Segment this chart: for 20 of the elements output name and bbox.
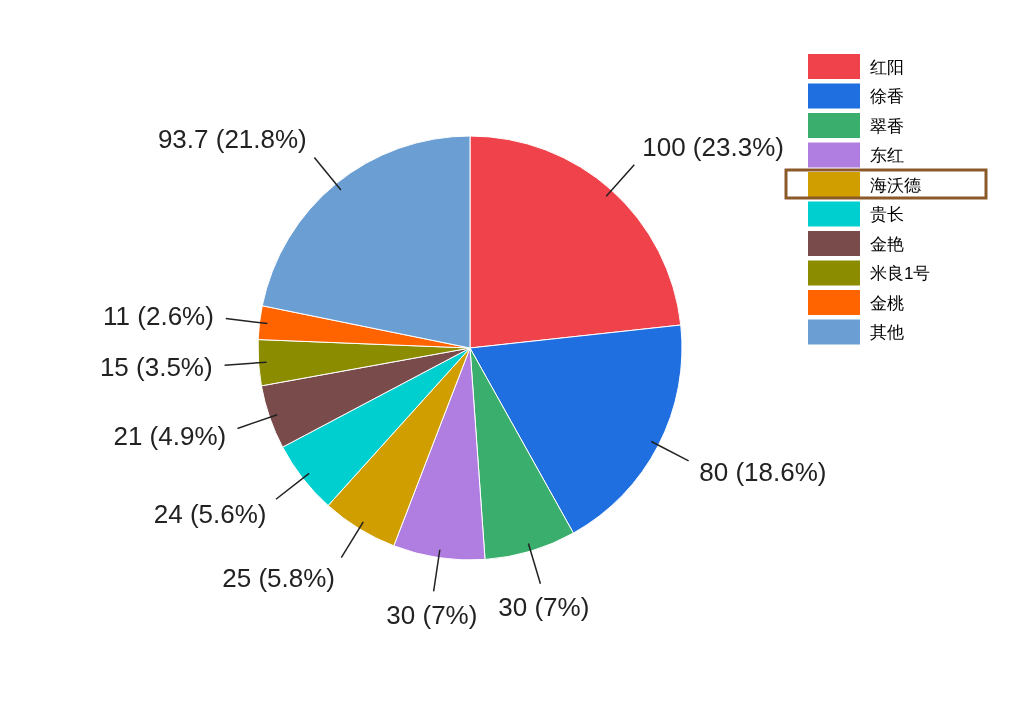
legend-label: 红阳	[870, 57, 904, 77]
data-label: 24 (5.6%)	[153, 499, 267, 530]
legend-label: 贵长	[870, 205, 904, 225]
data-label: 80 (18.6%)	[699, 456, 827, 487]
data-label: 25 (5.8%)	[222, 563, 336, 594]
legend-label: 米良1号	[870, 264, 931, 284]
data-label: 21 (4.9%)	[113, 421, 227, 452]
data-label: 11 (2.6%)	[103, 300, 214, 331]
legend-label: 翠香	[870, 116, 904, 136]
legend-label: 徐香	[870, 87, 904, 107]
data-label: 100 (23.3%)	[642, 132, 784, 163]
data-label: 15 (3.5%)	[99, 351, 213, 382]
data-label: 30 (7%)	[498, 591, 590, 622]
legend-label: 金艳	[870, 234, 904, 254]
data-label: 93.7 (21.8%)	[157, 124, 307, 155]
legend-label: 东红	[870, 146, 904, 166]
data-label: 30 (7%)	[386, 600, 478, 631]
legend-label: 金桃	[870, 293, 904, 313]
legend-label: 海沃德	[870, 175, 921, 195]
legend-label: 其他	[870, 323, 904, 343]
